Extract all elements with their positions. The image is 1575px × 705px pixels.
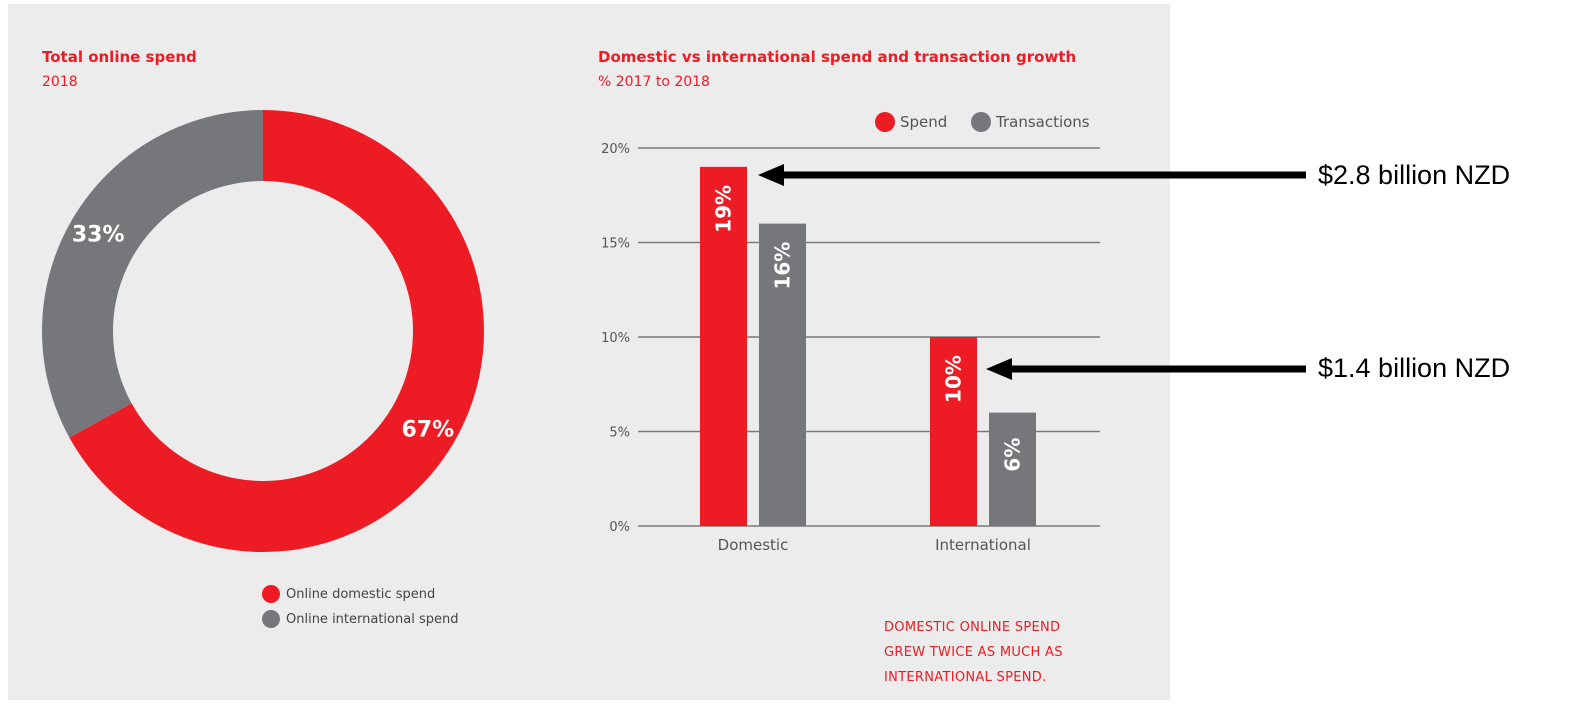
callout-text: DOMESTIC ONLINE SPEND GREW TWICE AS MUCH… bbox=[884, 615, 1063, 690]
bar-data-label: 6% bbox=[1001, 438, 1025, 472]
pie-subtitle: 2018 bbox=[42, 74, 78, 90]
legend-label-international: Online international spend bbox=[286, 611, 459, 627]
callout-line: GREW TWICE AS MUCH AS bbox=[884, 645, 1063, 660]
bar-spend-domestic bbox=[700, 166, 747, 526]
bar-subtitle: % 2017 to 2018 bbox=[598, 74, 710, 90]
x-category-label: Domestic bbox=[718, 536, 789, 554]
legend-swatch-spend bbox=[875, 112, 895, 132]
annotation-domestic-value: $2.8 billion NZD bbox=[1318, 160, 1511, 190]
callout-line: INTERNATIONAL SPEND. bbox=[884, 670, 1047, 685]
pie-legend-item-international: Online international spend bbox=[262, 610, 458, 628]
bar-spend-international bbox=[930, 337, 977, 526]
legend-label-spend: Spend bbox=[900, 113, 947, 131]
donut-data-label: 33% bbox=[72, 223, 125, 248]
bar-title: Domestic vs international spend and tran… bbox=[598, 48, 1077, 66]
arrow-domestic bbox=[758, 164, 1306, 186]
donut-chart: 67% 33% bbox=[42, 110, 484, 552]
arrow-international bbox=[986, 358, 1306, 380]
y-tick-label: 20% bbox=[601, 142, 630, 157]
bar-transactions-international bbox=[989, 412, 1036, 526]
donut-slice-domestic bbox=[69, 110, 484, 552]
callout-line: DOMESTIC ONLINE SPEND bbox=[884, 620, 1061, 635]
legend-swatch-international bbox=[262, 610, 280, 628]
donut-data-label: 67% bbox=[401, 417, 454, 442]
donut-slice-international bbox=[42, 110, 263, 438]
y-tick-label: 5% bbox=[609, 426, 630, 441]
bar-data-label: 19% bbox=[712, 185, 736, 233]
pie-title: Total online spend bbox=[42, 48, 197, 66]
legend-label-domestic: Online domestic spend bbox=[286, 586, 436, 602]
bar-transactions-domestic bbox=[759, 223, 806, 526]
bar-chart: 0% 5% 10% 15% 20% 19% 16% Domestic 10% 6% Internat… bbox=[601, 112, 1100, 554]
legend-swatch-transactions bbox=[971, 112, 991, 132]
bar-data-label: 10% bbox=[942, 355, 966, 403]
legend-swatch-domestic bbox=[262, 585, 280, 603]
annotation-international-value: $1.4 billion NZD bbox=[1318, 353, 1511, 383]
x-category-label: International bbox=[935, 536, 1031, 554]
y-tick-label: 15% bbox=[601, 237, 630, 252]
legend-label-transactions: Transactions bbox=[995, 113, 1090, 131]
y-tick-label: 0% bbox=[609, 520, 630, 535]
bar-data-label: 16% bbox=[771, 242, 795, 290]
pie-legend-item-domestic: Online domestic spend bbox=[262, 585, 435, 603]
y-tick-label: 10% bbox=[601, 331, 630, 346]
